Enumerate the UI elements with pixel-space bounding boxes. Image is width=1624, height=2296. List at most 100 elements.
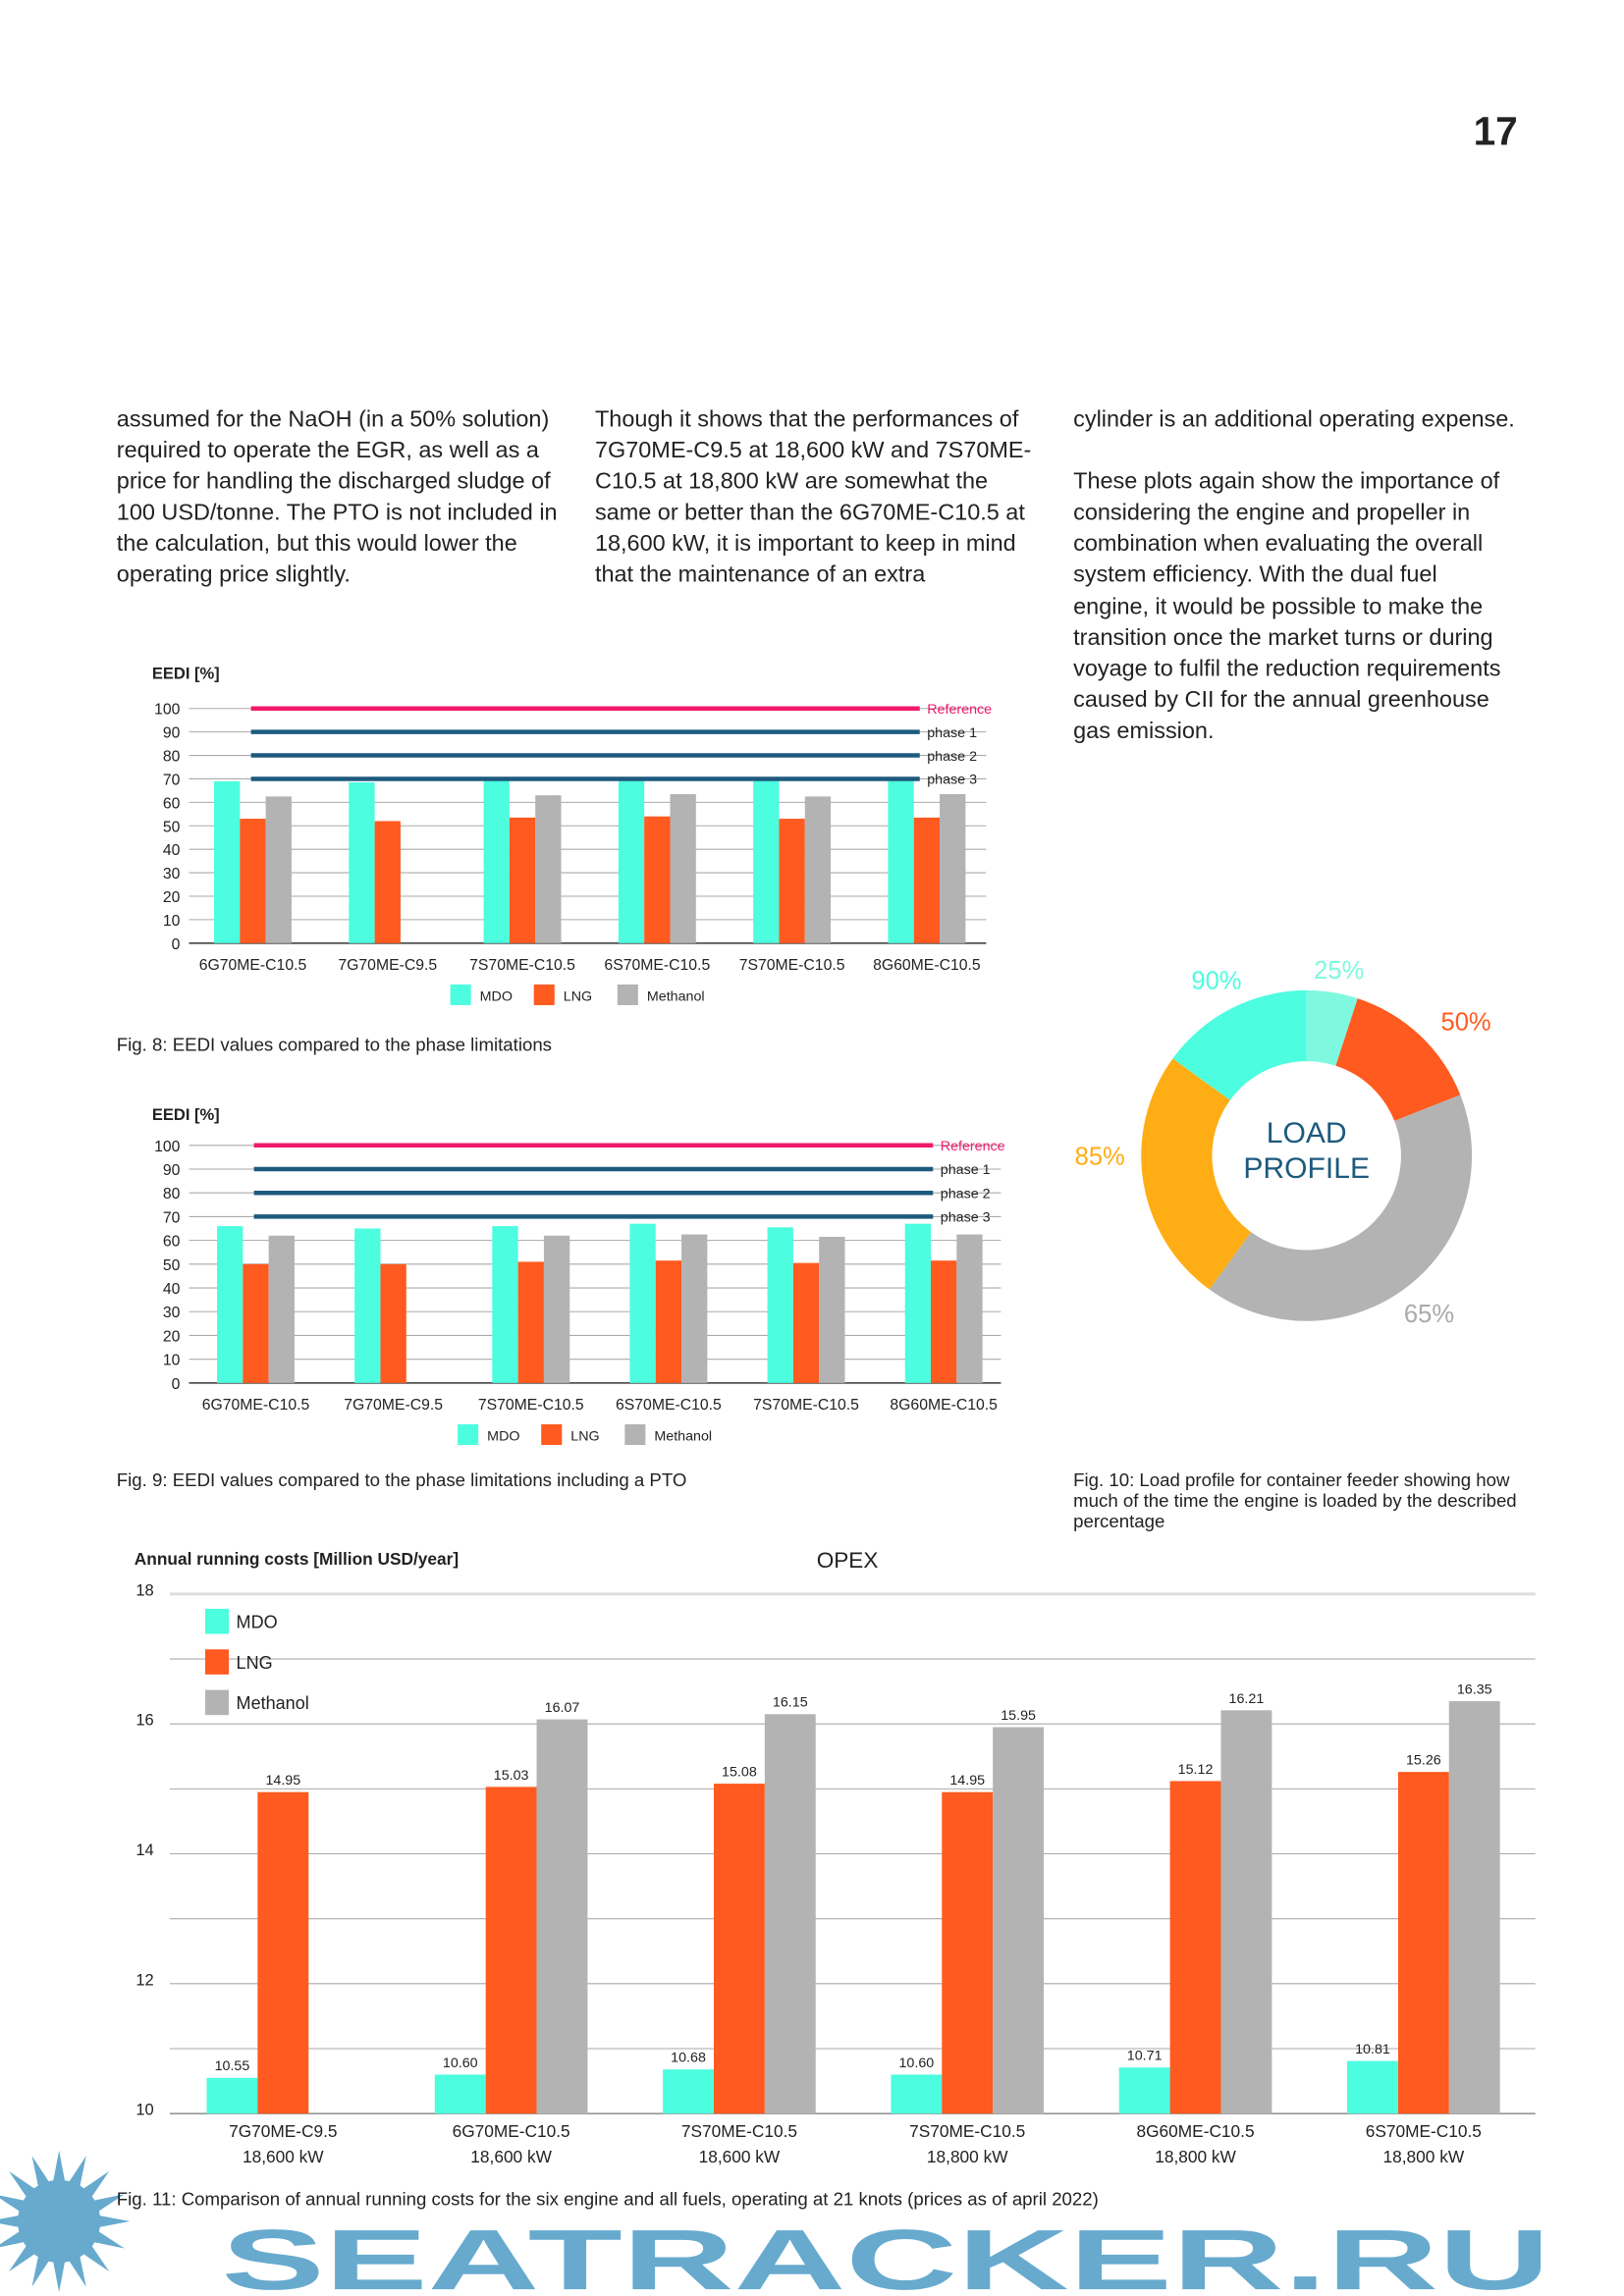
category-label: 8G60ME-C10.5 [1137, 2121, 1255, 2141]
bar-mdo [888, 778, 914, 943]
y-tick-label: 10 [135, 2101, 153, 2119]
sun-ray [80, 2242, 110, 2271]
legend-swatch-methanol [205, 1689, 230, 1716]
bar-lng [1397, 1772, 1449, 2114]
data-label: 10.81 [1355, 2042, 1390, 2057]
watermark-logo: SEATRACKER.RU [0, 2150, 1550, 2295]
bar-lng [792, 1262, 820, 1383]
y-tick-label: 40 [163, 842, 181, 859]
bar-methanol [268, 1235, 295, 1383]
y-axis-title: EEDI [%] [152, 665, 220, 683]
legend-swatch-methanol [624, 1423, 646, 1446]
category-label: 6S70ME-C10.5 [616, 1397, 722, 1414]
bar-lng [243, 1263, 269, 1383]
bar-lng [942, 1791, 994, 2114]
sun-ray [89, 2228, 125, 2249]
legend-label: LNG [237, 1653, 273, 1673]
category-label-power: 18,600 kW [699, 2147, 781, 2166]
pie-slice-label: 25% [1314, 957, 1364, 985]
sun-ray [52, 2150, 66, 2185]
bar-lng [1169, 1781, 1221, 2114]
bar-methanol [940, 793, 966, 943]
legend-label: MDO [237, 1612, 278, 1631]
category-label-power: 18,800 kW [1155, 2147, 1236, 2166]
data-label: 15.12 [1178, 1762, 1214, 1778]
bar-methanol [764, 1714, 816, 2114]
sun-ray [67, 2156, 86, 2191]
bar-mdo [904, 1223, 932, 1383]
category-label: 7G70ME-C9.5 [338, 957, 437, 974]
sun-ray [0, 2215, 24, 2228]
sun-icon [18, 2179, 101, 2264]
bar-mdo [483, 778, 510, 943]
category-label-power: 18,800 kW [927, 2147, 1008, 2166]
bar-mdo [663, 2069, 714, 2114]
sun-ray [0, 2195, 28, 2214]
legend-label: LNG [570, 1429, 599, 1445]
data-label: 14.95 [265, 1773, 300, 1789]
donut-center-label: PROFILE [1243, 1152, 1370, 1185]
bar-methanol [543, 1235, 570, 1383]
category-label: 7G70ME-C9.5 [229, 2121, 337, 2141]
category-label-power: 18,600 kW [470, 2147, 552, 2166]
category-label: 7S70ME-C10.5 [909, 2121, 1025, 2141]
y-tick-label: 0 [172, 1376, 181, 1393]
bar-mdo [492, 1226, 518, 1383]
sun-ray [52, 2257, 66, 2293]
reference-line-label: phase 2 [927, 749, 977, 765]
data-label: 10.71 [1127, 2049, 1163, 2064]
y-tick-label: 40 [163, 1281, 181, 1298]
legend-swatch-lng [541, 1423, 563, 1446]
data-label: 10.55 [215, 2058, 250, 2074]
data-label: 16.07 [545, 1700, 580, 1716]
sun-ray [31, 2156, 52, 2191]
category-label: 7S70ME-C10.5 [753, 1397, 859, 1414]
bar-lng [240, 819, 266, 943]
y-tick-label: 90 [163, 725, 181, 742]
data-label: 16.35 [1457, 1682, 1492, 1698]
y-tick-label: 0 [172, 936, 181, 953]
fig11-caption: Fig. 11: Comparison of annual running co… [116, 2188, 1099, 2210]
pie-slice-label: 50% [1441, 1009, 1491, 1037]
bar-methanol [536, 1719, 588, 2114]
category-label: 7S70ME-C10.5 [681, 2121, 797, 2141]
category-label: 6S70ME-C10.5 [604, 957, 710, 974]
y-axis-title: Annual running costs [Million USD/year] [135, 1549, 459, 1569]
watermark-text: SEATRACKER.RU [222, 2213, 1550, 2295]
bar-methanol [993, 1727, 1045, 2114]
bar-mdo [217, 1226, 244, 1383]
y-tick-label: 16 [135, 1711, 153, 1730]
reference-line-label: Reference [941, 1139, 1005, 1154]
bar-methanol [819, 1236, 845, 1383]
bar-lng [913, 817, 941, 943]
y-tick-label: 50 [163, 1257, 181, 1274]
bar-methanol [1448, 1701, 1500, 2114]
y-tick-label: 10 [163, 913, 181, 930]
bar-lng [931, 1260, 957, 1383]
legend-swatch-mdo [458, 1423, 479, 1446]
bar-lng [779, 819, 805, 943]
bar-lng [257, 1791, 309, 2114]
data-label: 10.60 [443, 2056, 478, 2071]
bar-methanol [1220, 1710, 1272, 2114]
text-column-1: assumed for the NaOH (in a 50% solution)… [116, 406, 558, 589]
bar-methanol [804, 796, 832, 943]
y-tick-label: 18 [135, 1580, 153, 1599]
reference-line-label: Reference [927, 702, 992, 718]
bar-methanol [265, 796, 292, 943]
category-label: 8G60ME-C10.5 [890, 1397, 998, 1414]
category-label: 7G70ME-C9.5 [344, 1397, 443, 1414]
bar-methanol [956, 1234, 983, 1383]
reference-line-label: phase 1 [941, 1162, 991, 1178]
bar-mdo [354, 1228, 381, 1383]
bar-lng [485, 1787, 537, 2114]
bar-lng [517, 1261, 544, 1383]
pie-slice [1172, 989, 1307, 1100]
legend-swatch-mdo [205, 1608, 230, 1634]
bar-mdo [629, 1223, 656, 1383]
legend-label: MDO [480, 988, 513, 1004]
y-tick-label: 20 [163, 889, 181, 906]
data-label: 16.21 [1229, 1691, 1265, 1707]
